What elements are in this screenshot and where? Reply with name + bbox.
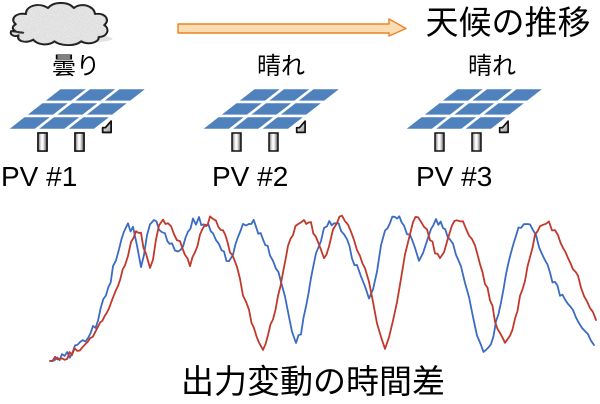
svg-text:PV #3: PV #3	[416, 161, 492, 192]
svg-text:晴れ: 晴れ	[468, 53, 516, 80]
svg-text:曇り: 曇り	[52, 53, 100, 80]
svg-text:天候の推移: 天候の推移	[426, 4, 591, 41]
svg-text:出力変動の時間差: 出力変動の時間差	[181, 363, 445, 400]
svg-text:PV #1: PV #1	[1, 161, 77, 192]
svg-text:PV #2: PV #2	[212, 161, 288, 192]
svg-text:晴れ: 晴れ	[257, 53, 305, 80]
